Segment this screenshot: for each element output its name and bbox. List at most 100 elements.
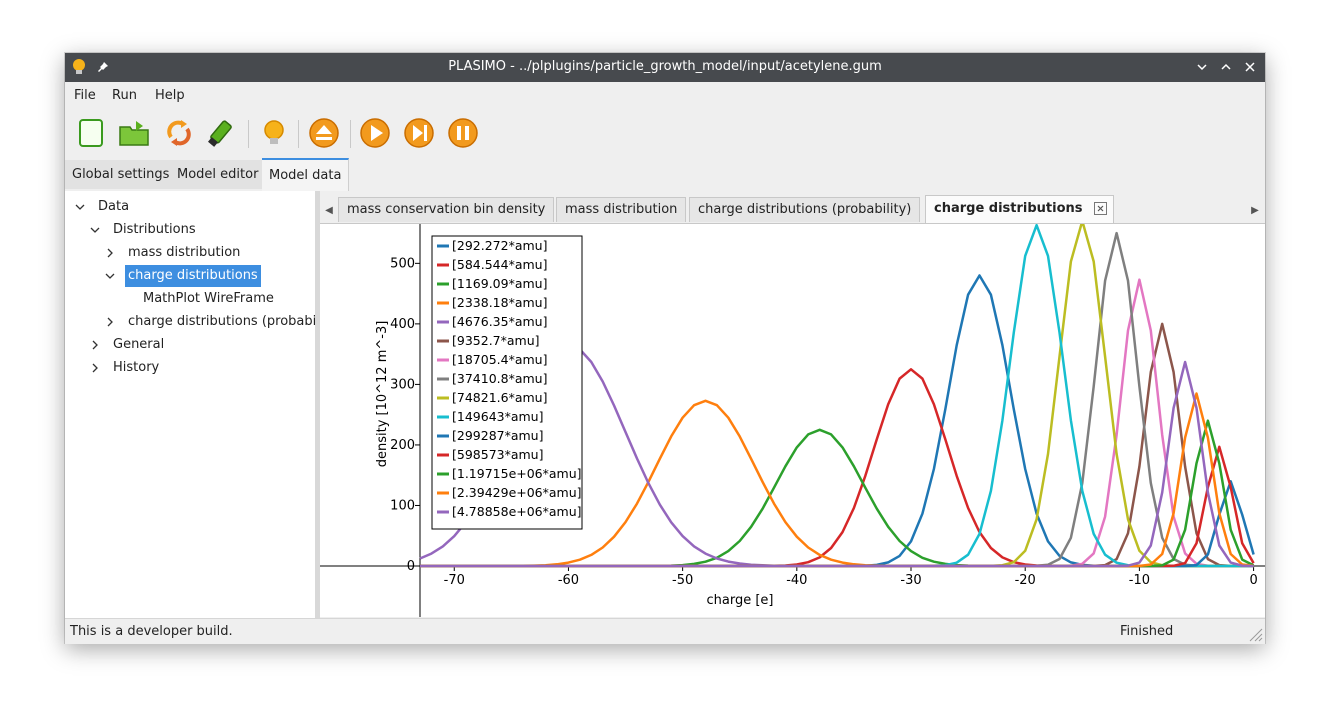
main-tab-bar: Global settings Model editor Model data <box>65 158 1265 193</box>
plugin-icon[interactable] <box>206 117 238 149</box>
window-title: PLASIMO - ../plplugins/particle_growth_m… <box>448 59 882 74</box>
scroll-left-icon[interactable]: ◀ <box>325 204 333 216</box>
tree-item-charge-probability[interactable]: charge distributions (probabilit <box>65 311 315 333</box>
reload-icon[interactable] <box>163 117 195 149</box>
legend-entry: [74821.6*amu] <box>452 390 547 405</box>
tab-charge-distributions[interactable]: charge distributions <box>925 195 1114 223</box>
data-tree: Data Distributions mass distribution cha… <box>65 191 315 618</box>
step-icon[interactable] <box>403 117 435 149</box>
tree-item-history[interactable]: History <box>65 357 315 379</box>
tree-item-general[interactable]: General <box>65 334 315 356</box>
tree-item-mathplot-wireframe[interactable]: MathPlot WireFrame <box>65 288 315 310</box>
close-tab-icon[interactable] <box>1093 202 1107 215</box>
app-window: PLASIMO - ../plplugins/particle_growth_m… <box>65 53 1265 644</box>
x-tick-label: -20 <box>1015 573 1036 588</box>
new-file-icon[interactable] <box>75 117 107 149</box>
tree-item-data[interactable]: Data <box>65 196 315 218</box>
chevron-down-icon[interactable] <box>74 196 86 218</box>
legend-entry: [9352.7*amu] <box>452 333 540 348</box>
tab-mass-distribution[interactable]: mass distribution <box>556 197 687 222</box>
x-tick-label: 0 <box>1249 573 1257 588</box>
legend-entry: [1169.09*amu] <box>452 276 547 291</box>
tree-item-mass-distribution[interactable]: mass distribution <box>65 242 315 264</box>
y-tick-label: 100 <box>390 498 415 513</box>
tree-item-label: MathPlot WireFrame <box>143 291 274 306</box>
tree-item-label: Data <box>98 199 130 214</box>
x-tick-label: -10 <box>1129 573 1150 588</box>
chevron-down-icon[interactable] <box>89 219 101 241</box>
app-bulb-icon <box>70 58 88 76</box>
chevron-right-icon[interactable] <box>89 334 101 356</box>
play-icon[interactable] <box>359 117 391 149</box>
sub-tab-bar: ◀ mass conservation bin density mass dis… <box>320 195 1265 223</box>
legend-entry: [2.39429e+06*amu] <box>452 485 582 500</box>
menu-run[interactable]: Run <box>112 88 137 103</box>
tab-mass-conservation[interactable]: mass conservation bin density <box>338 197 555 222</box>
x-axis-label: charge [e] <box>707 593 774 608</box>
toolbar <box>65 108 1265 158</box>
menu-help[interactable]: Help <box>155 88 185 103</box>
legend-entry: [292.272*amu] <box>452 238 547 253</box>
x-tick-label: -60 <box>558 573 579 588</box>
tab-charge-probability[interactable]: charge distributions (probability) <box>689 197 921 222</box>
chevron-right-icon[interactable] <box>104 311 116 333</box>
x-tick-label: -50 <box>672 573 693 588</box>
content-area: Data Distributions mass distribution cha… <box>65 191 1265 618</box>
x-tick-label: -40 <box>786 573 807 588</box>
y-tick-label: 500 <box>390 256 415 271</box>
tab-model-data[interactable]: Model data <box>262 158 350 193</box>
chevron-right-icon[interactable] <box>89 357 101 379</box>
resize-grip-icon[interactable] <box>1245 624 1263 642</box>
tree-item-label: mass distribution <box>128 245 241 260</box>
tree-item-label: charge distributions (probabilit <box>128 314 315 329</box>
chevron-right-icon[interactable] <box>104 242 116 264</box>
tree-item-charge-distributions[interactable]: charge distributions <box>65 265 315 287</box>
tree-item-label: Distributions <box>113 222 196 237</box>
maximize-icon[interactable] <box>1217 58 1235 76</box>
toolbar-separator <box>350 120 351 148</box>
tab-label: charge distributions <box>934 201 1083 216</box>
close-icon[interactable] <box>1241 58 1259 76</box>
tree-item-label: History <box>113 360 160 375</box>
pin-icon[interactable] <box>94 58 112 76</box>
charge-distribution-chart: -70 -60 -50 -40 -30 -20 -10 0 0 100 200 300 400 500 ch… <box>320 219 1265 617</box>
plot-area: -70 -60 -50 -40 -30 -20 -10 0 0 100 200 300 400 500 ch… <box>320 219 1265 617</box>
tree-item-label: General <box>113 337 165 352</box>
menu-bar: File Run Help <box>65 82 1265 108</box>
legend-entry: [584.544*amu] <box>452 257 547 272</box>
tab-model-editor[interactable]: Model editor <box>170 160 267 189</box>
series-line-14 <box>420 360 1254 568</box>
y-tick-label: 300 <box>390 377 415 392</box>
legend-entry: [4676.35*amu] <box>452 314 547 329</box>
x-tick-label: -30 <box>900 573 921 588</box>
y-tick-label: 400 <box>390 317 415 332</box>
open-folder-icon[interactable] <box>118 117 150 149</box>
legend-entry: [598573*amu] <box>452 447 543 462</box>
y-tick-label: 0 <box>407 559 415 574</box>
tab-global-settings[interactable]: Global settings <box>65 160 178 189</box>
pause-icon[interactable] <box>447 117 479 149</box>
status-bar: This is a developer build. Finished <box>65 618 1265 644</box>
chevron-down-icon[interactable] <box>104 265 116 287</box>
legend-entry: [1.19715e+06*amu] <box>452 466 582 481</box>
y-axis-label: density [10^12 m^-3] <box>375 321 390 468</box>
eject-icon[interactable] <box>308 117 340 149</box>
legend-entry: [149643*amu] <box>452 409 543 424</box>
minimize-icon[interactable] <box>1193 58 1211 76</box>
x-tick-label: -70 <box>444 573 465 588</box>
plot-panel: ◀ mass conservation bin density mass dis… <box>320 191 1265 618</box>
title-bar: PLASIMO - ../plplugins/particle_growth_m… <box>65 53 1265 82</box>
legend-entry: [18705.4*amu] <box>452 352 547 367</box>
toolbar-separator <box>298 120 299 148</box>
status-state: Finished <box>1120 624 1174 639</box>
splitter-handle[interactable] <box>315 191 320 618</box>
bulb-icon[interactable] <box>258 117 290 149</box>
legend-entry: [37410.8*amu] <box>452 371 547 386</box>
scroll-right-icon[interactable]: ▶ <box>1251 204 1259 216</box>
tree-item-distributions[interactable]: Distributions <box>65 219 315 241</box>
y-tick-label: 200 <box>390 438 415 453</box>
legend-entry: [2338.18*amu] <box>452 295 547 310</box>
legend-entry: [4.78858e+06*amu] <box>452 504 582 519</box>
menu-file[interactable]: File <box>74 88 96 103</box>
tree-item-label: charge distributions <box>125 265 261 287</box>
